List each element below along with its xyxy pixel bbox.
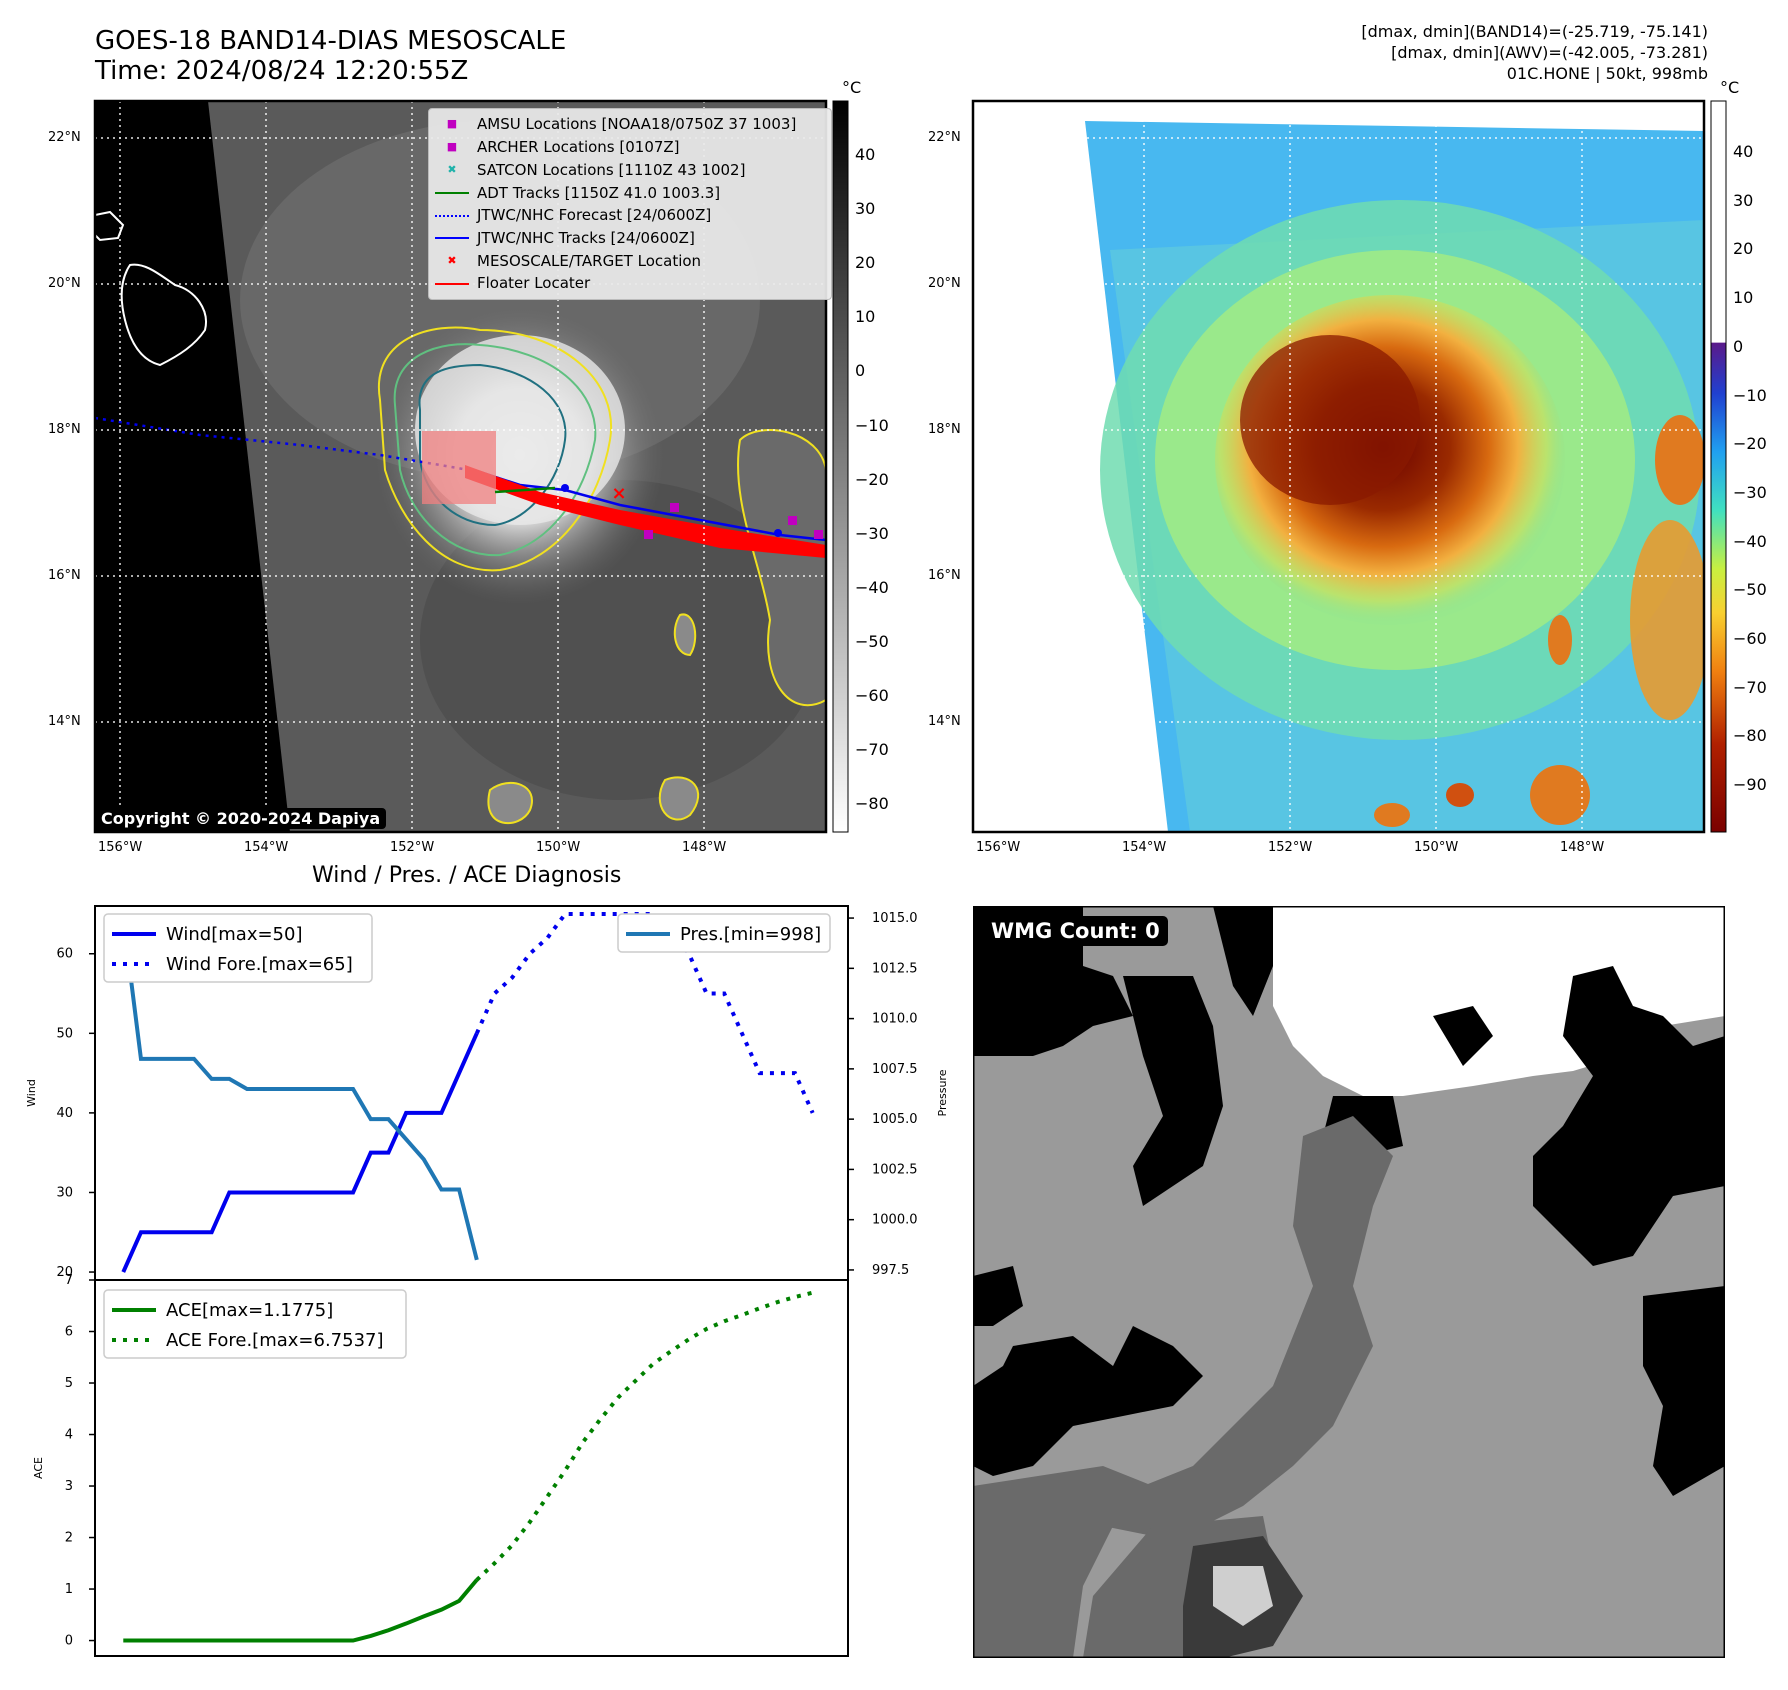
wind-tick-label: 50 [56, 1026, 73, 1041]
wmg-image [973, 906, 1725, 1658]
pressure-tick-label: 1005.0 [872, 1112, 918, 1127]
figure-title: GOES-18 BAND14-DIAS MESOSCALE [95, 26, 567, 56]
wmg-count-label: WMG Count: 0 [983, 916, 1168, 946]
pressure-tick-label: 1002.5 [872, 1162, 918, 1177]
pressure-tick-label: 997.5 [872, 1263, 909, 1278]
right-map-frame [971, 99, 1706, 834]
legend-text: ACE[max=1.1775] [166, 1300, 333, 1321]
info-awv: [dmax, dmin](AWV)=(-42.005, -73.281) [1391, 43, 1708, 62]
ace-legend [103, 1289, 407, 1359]
ace-tick-label: 7 [65, 1273, 73, 1288]
right-colorbar [1710, 100, 1727, 833]
legend-text: Wind[max=50] [166, 924, 303, 945]
wind-legend [103, 913, 373, 983]
wind-tick-label: 40 [56, 1106, 73, 1121]
wind-axis-label: Wind [25, 1079, 38, 1107]
series-line [121, 917, 479, 1261]
ace-tick-label: 4 [65, 1428, 73, 1443]
ace-tick-label: 0 [65, 1634, 73, 1649]
svg-text:×: × [611, 483, 626, 504]
legend-text: Wind Fore.[max=65] [166, 954, 353, 975]
pressure-tick-label: 1010.0 [872, 1012, 918, 1027]
left-colorbar [832, 100, 849, 833]
pressure-tick-label: 1000.0 [872, 1213, 918, 1228]
wind-tick-label: 20 [56, 1265, 73, 1280]
pressure-tick-label: 1007.5 [872, 1062, 918, 1077]
wind-pressure-ace-chart: 2030405060997.51000.01002.51005.01007.51… [25, 905, 949, 1657]
figure-time: Time: 2024/08/24 12:20:55Z [95, 56, 469, 86]
legend-text: ACE Fore.[max=6.7537] [166, 1330, 384, 1351]
pressure-tick-label: 1015.0 [872, 911, 918, 926]
map-figures: × [93, 99, 1727, 834]
info-band14: [dmax, dmin](BAND14)=(-25.719, -75.141) [1361, 22, 1708, 41]
ir-satellite-image: × [95, 101, 826, 832]
series-line [474, 911, 815, 1114]
ace-tick-label: 6 [65, 1325, 73, 1340]
ace-tick-label: 2 [65, 1531, 73, 1546]
info-storm: 01C.HONE | 50kt, 998mb [1506, 64, 1708, 83]
pressure-legend [617, 913, 831, 953]
ace-tick-label: 5 [65, 1376, 73, 1391]
ace-plot-frame [94, 1279, 849, 1657]
series-line [121, 1032, 479, 1273]
legend-text: Pres.[min=998] [680, 924, 821, 945]
awv-satellite-image [973, 101, 1704, 832]
wind-tick-label: 60 [56, 947, 73, 962]
ace-tick-label: 1 [65, 1582, 73, 1597]
pressure-tick-label: 1012.5 [872, 961, 918, 976]
diagnosis-title: Wind / Pres. / ACE Diagnosis [312, 863, 622, 888]
series-line [475, 1290, 814, 1582]
pressure-axis-label: Pressure [936, 1069, 949, 1116]
ace-tick-label: 3 [65, 1479, 73, 1494]
ace-axis-label: ACE [32, 1457, 45, 1479]
wind-tick-label: 30 [56, 1185, 73, 1200]
left-map-frame [93, 99, 828, 834]
series-line [123, 1578, 479, 1643]
